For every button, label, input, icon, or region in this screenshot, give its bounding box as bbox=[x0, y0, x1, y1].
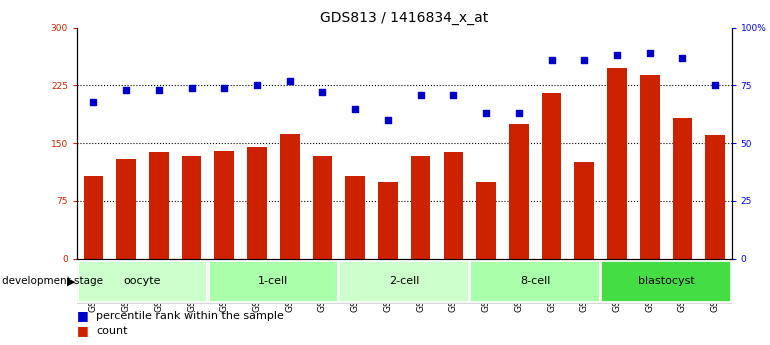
Bar bbox=[280, 134, 300, 259]
Point bbox=[709, 82, 721, 88]
Point bbox=[676, 55, 688, 60]
Point bbox=[414, 92, 427, 97]
FancyBboxPatch shape bbox=[209, 260, 338, 302]
Bar bbox=[313, 156, 333, 259]
Bar bbox=[214, 151, 234, 259]
Bar bbox=[640, 75, 660, 259]
Point bbox=[218, 85, 230, 90]
Bar bbox=[116, 159, 136, 259]
Text: 1-cell: 1-cell bbox=[258, 276, 289, 286]
Point bbox=[513, 110, 525, 116]
Text: percentile rank within the sample: percentile rank within the sample bbox=[96, 311, 284, 321]
Point bbox=[152, 87, 165, 93]
Text: 2-cell: 2-cell bbox=[389, 276, 420, 286]
Bar bbox=[378, 182, 397, 259]
Bar bbox=[149, 152, 169, 259]
Bar bbox=[411, 156, 430, 259]
Point bbox=[447, 92, 460, 97]
Bar bbox=[247, 147, 267, 259]
Point bbox=[578, 57, 591, 63]
Text: 8-cell: 8-cell bbox=[520, 276, 551, 286]
FancyBboxPatch shape bbox=[470, 260, 600, 302]
Point bbox=[120, 87, 132, 93]
Point bbox=[480, 110, 492, 116]
Bar bbox=[705, 136, 725, 259]
Bar bbox=[541, 93, 561, 259]
Text: ■: ■ bbox=[77, 309, 89, 323]
Point bbox=[382, 117, 394, 123]
Bar bbox=[476, 182, 496, 259]
Bar bbox=[345, 176, 365, 259]
Point bbox=[87, 99, 99, 104]
Point bbox=[251, 82, 263, 88]
Bar bbox=[574, 162, 594, 259]
Point bbox=[349, 106, 361, 111]
Text: count: count bbox=[96, 326, 128, 335]
Bar bbox=[444, 152, 463, 259]
Title: GDS813 / 1416834_x_at: GDS813 / 1416834_x_at bbox=[320, 11, 488, 25]
Text: oocyte: oocyte bbox=[124, 276, 161, 286]
Text: ▶: ▶ bbox=[66, 276, 75, 286]
FancyBboxPatch shape bbox=[78, 260, 207, 302]
Point bbox=[611, 52, 623, 58]
Point bbox=[644, 50, 656, 56]
Text: ■: ■ bbox=[77, 324, 89, 337]
Text: development stage: development stage bbox=[2, 276, 102, 286]
Bar bbox=[672, 118, 692, 259]
FancyBboxPatch shape bbox=[601, 260, 731, 302]
Point bbox=[186, 85, 198, 90]
Bar bbox=[83, 176, 103, 259]
Bar bbox=[182, 156, 202, 259]
Point bbox=[316, 90, 329, 95]
FancyBboxPatch shape bbox=[340, 260, 469, 302]
Point bbox=[283, 78, 296, 83]
Text: blastocyst: blastocyst bbox=[638, 276, 695, 286]
Point bbox=[545, 57, 557, 63]
Bar bbox=[509, 124, 528, 259]
Bar bbox=[607, 68, 627, 259]
